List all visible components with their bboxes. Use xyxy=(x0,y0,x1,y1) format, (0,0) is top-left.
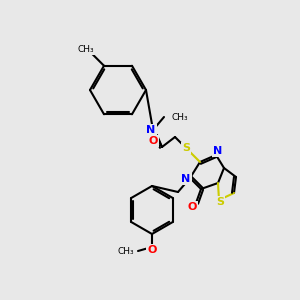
Text: S: S xyxy=(182,143,190,153)
Text: CH₃: CH₃ xyxy=(171,112,188,122)
Text: N: N xyxy=(213,146,223,156)
Text: O: O xyxy=(148,136,158,146)
Text: O: O xyxy=(187,202,197,212)
Text: N: N xyxy=(146,125,156,135)
Text: S: S xyxy=(216,197,224,207)
Text: CH₃: CH₃ xyxy=(117,247,134,256)
Text: O: O xyxy=(147,245,157,255)
Text: CH₃: CH₃ xyxy=(78,45,94,54)
Text: N: N xyxy=(182,174,190,184)
